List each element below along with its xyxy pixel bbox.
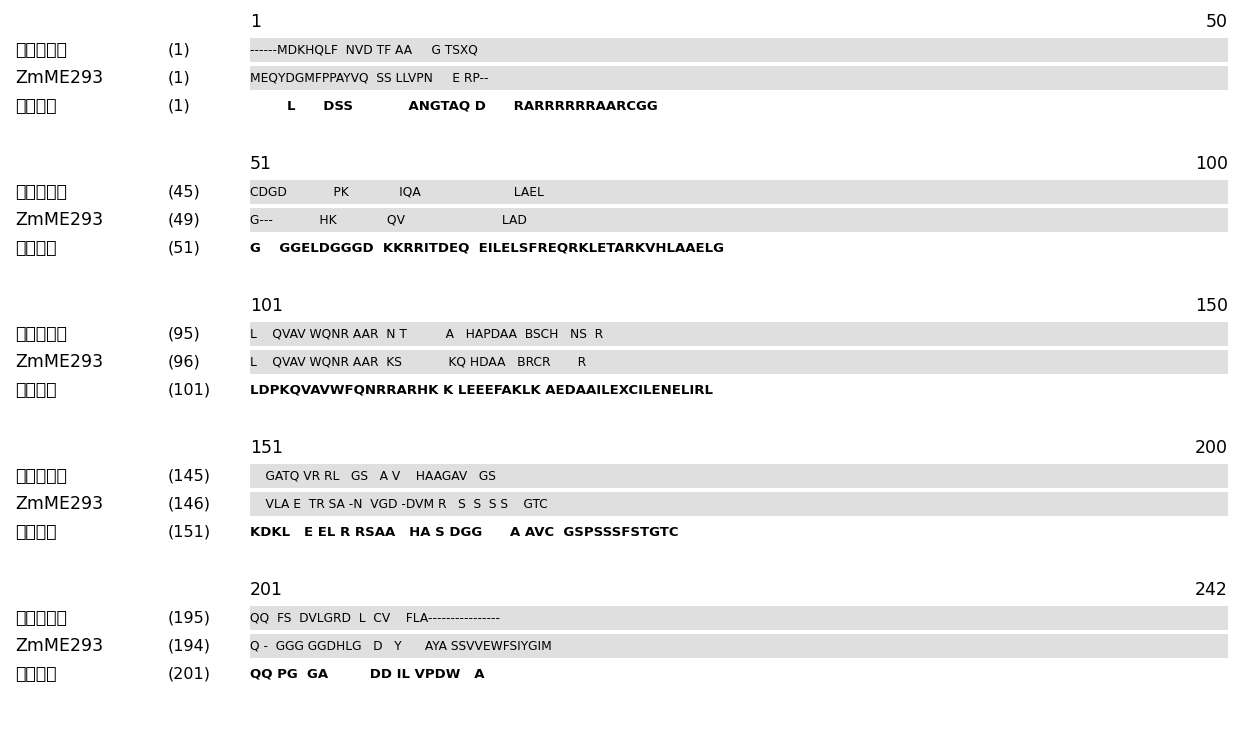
- Bar: [250, 208, 1228, 232]
- Text: (151): (151): [167, 524, 211, 539]
- Text: (1): (1): [167, 71, 191, 85]
- Text: GATQ VR RL   GS   A V    HAAGAV   GS: GATQ VR RL GS A V HAAGAV GS: [250, 469, 569, 483]
- Bar: [250, 492, 1228, 516]
- Text: 共有序列: 共有序列: [15, 381, 57, 399]
- Text: (45): (45): [167, 184, 201, 200]
- Text: 共有序列: 共有序列: [15, 97, 57, 115]
- Text: ZmME293: ZmME293: [15, 69, 103, 87]
- Text: (96): (96): [167, 354, 201, 370]
- Text: ZmME293: ZmME293: [15, 495, 103, 513]
- Text: 151: 151: [250, 439, 283, 457]
- Text: ZmME293: ZmME293: [15, 211, 103, 229]
- Bar: [250, 66, 1228, 90]
- Text: ZmME293: ZmME293: [15, 637, 103, 655]
- Bar: [250, 180, 1228, 204]
- Bar: [250, 38, 1228, 62]
- Bar: [250, 634, 1228, 658]
- Text: L      DSS            ANGTAQ D      RARRRRRRAARCGG: L DSS ANGTAQ D RARRRRRRAARCGG: [250, 99, 657, 112]
- Text: 大麦同源盒: 大麦同源盒: [15, 609, 67, 627]
- Text: (146): (146): [167, 496, 211, 512]
- Text: 大麦同源盒: 大麦同源盒: [15, 183, 67, 201]
- Text: (1): (1): [167, 98, 191, 114]
- Text: Q -  GGG GGDHLG   D   Y      AYA SSVVEWFSIYGIM: Q - GGG GGDHLG D Y AYA SSVVEWFSIYGIM: [250, 639, 552, 652]
- Text: VLA E  TR SA -N  VGD -DVM R   S  S  S S    GTC: VLA E TR SA -N VGD -DVM R S S S S GTC: [250, 497, 548, 510]
- Text: (195): (195): [167, 610, 211, 625]
- Text: (145): (145): [167, 469, 211, 483]
- Text: QQ PG  GA         DD IL VPDW   A: QQ PG GA DD IL VPDW A: [250, 668, 485, 680]
- Text: ZmME293: ZmME293: [15, 353, 103, 371]
- Text: ------MDKHQLF  NVD TF AA     G TSXQ: ------MDKHQLF NVD TF AA G TSXQ: [250, 44, 570, 57]
- Bar: [250, 606, 1228, 630]
- Text: L    QVAV WQNR AAR  KS            KQ HDAA   BRCR       R: L QVAV WQNR AAR KS KQ HDAA BRCR R: [250, 356, 587, 368]
- Text: KDKL   E EL R RSAA   HA S DGG      A AVC  GSPSSSFSTGTC: KDKL E EL R RSAA HA S DGG A AVC GSPSSSFS…: [250, 526, 678, 539]
- Text: (51): (51): [167, 241, 201, 255]
- Text: (49): (49): [167, 212, 201, 227]
- Text: G---            HK             QV                         LAD: G--- HK QV LAD: [250, 214, 527, 227]
- Text: (194): (194): [167, 639, 211, 653]
- Text: 共有序列: 共有序列: [15, 523, 57, 541]
- Text: CDGD            PK             IQA                        LAEL: CDGD PK IQA LAEL: [250, 185, 544, 198]
- Bar: [250, 322, 1228, 346]
- Text: L    QVAV WQNR AAR  N T          A   HAPDAA  BSCH   NS  R: L QVAV WQNR AAR N T A HAPDAA BSCH NS R: [250, 327, 603, 340]
- Text: (95): (95): [167, 327, 201, 341]
- Text: 101: 101: [250, 297, 283, 315]
- Text: 51: 51: [250, 155, 272, 173]
- Text: 1: 1: [250, 13, 260, 31]
- Text: LDPKQVAVWFQNRRARHK K LEEEFAKLK AEDAAILEXCILENELIRL: LDPKQVAVWFQNRRARHK K LEEEFAKLK AEDAAILEX…: [250, 383, 713, 397]
- Text: QQ  FS  DVLGRD  L  CV    FLA----------------: QQ FS DVLGRD L CV FLA----------------: [250, 612, 500, 625]
- Text: 201: 201: [250, 581, 283, 599]
- Text: (201): (201): [167, 666, 211, 682]
- Text: 50: 50: [1207, 13, 1228, 31]
- Text: 大麦同源盒: 大麦同源盒: [15, 325, 67, 343]
- Bar: [250, 350, 1228, 374]
- Text: 100: 100: [1195, 155, 1228, 173]
- Text: 共有序列: 共有序列: [15, 239, 57, 257]
- Text: G    GGELDGGGD  KKRRITDEQ  EILELSFREQRKLETARKVHLAAELG: G GGELDGGGD KKRRITDEQ EILELSFREQRKLETARK…: [250, 241, 724, 254]
- Text: 大麦同源盒: 大麦同源盒: [15, 467, 67, 485]
- Bar: [250, 464, 1228, 488]
- Text: MEQYDGMFPPAYVQ  SS LLVPN     E RP--: MEQYDGMFPPAYVQ SS LLVPN E RP--: [250, 71, 585, 85]
- Text: (1): (1): [167, 42, 191, 58]
- Text: 242: 242: [1195, 581, 1228, 599]
- Text: 共有序列: 共有序列: [15, 665, 57, 683]
- Text: 200: 200: [1195, 439, 1228, 457]
- Text: (101): (101): [167, 383, 211, 397]
- Text: 大麦同源盒: 大麦同源盒: [15, 41, 67, 59]
- Text: 150: 150: [1195, 297, 1228, 315]
